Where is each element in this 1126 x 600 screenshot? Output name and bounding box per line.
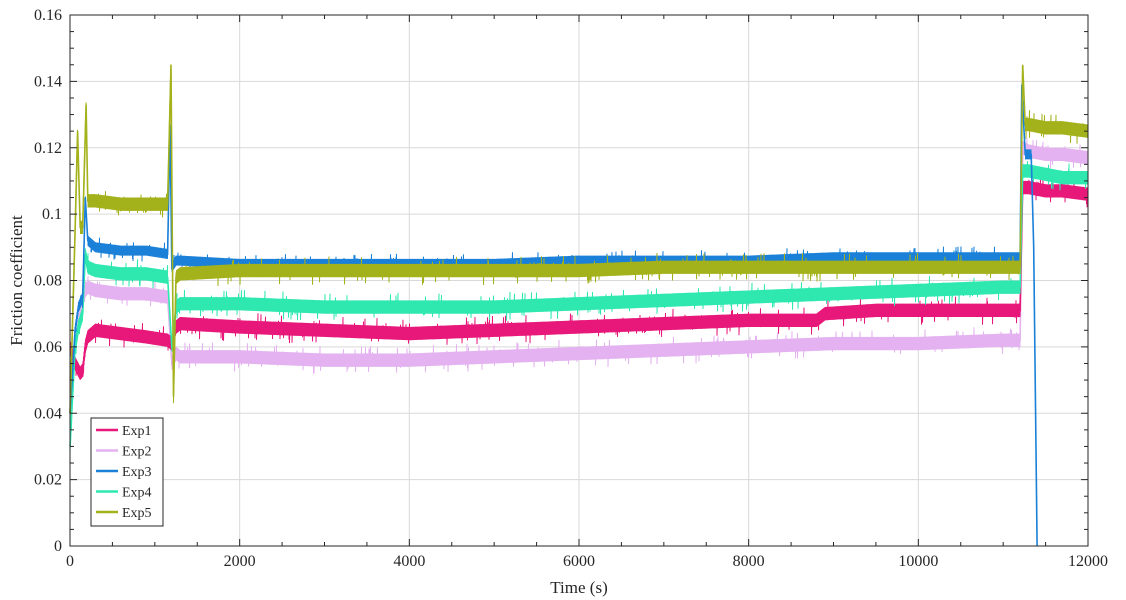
y-tick-label: 0.1: [42, 206, 62, 223]
x-tick-label: 6000: [563, 553, 595, 570]
legend-label-Exp5: Exp5: [122, 506, 152, 521]
grid-lines: [70, 15, 1088, 546]
legend: Exp1 Exp2 Exp3 Exp4 Exp5: [90, 417, 164, 527]
series-Exp1: [69, 175, 1089, 380]
x-tick-label: 12000: [1068, 553, 1108, 570]
y-tick-label: 0.14: [34, 73, 62, 90]
y-tick-label: 0.12: [34, 140, 62, 157]
x-tick-label: 0: [66, 553, 74, 570]
y-tick-label: 0.16: [34, 7, 62, 24]
x-tick-label: 10000: [898, 553, 938, 570]
tick-labels: 0 2000 4000 6000 8000 10000 12000 0 0.02 0.04 0.06…: [34, 7, 1108, 570]
y-axis-label: Friction coefficient: [7, 215, 26, 346]
legend-label-Exp4: Exp4: [122, 486, 152, 501]
axis-ticks: [69, 14, 1089, 547]
y-tick-label: 0: [54, 538, 62, 555]
legend-label-Exp3: Exp3: [122, 465, 152, 480]
series-trend-Exp5: [69, 64, 1089, 414]
y-tick-label: 0.06: [34, 339, 62, 356]
x-tick-label: 8000: [733, 553, 765, 570]
x-axis-label: Time (s): [550, 578, 607, 597]
y-tick-label: 0.08: [34, 273, 62, 290]
x-tick-label: 4000: [393, 553, 425, 570]
series-trend-Exp1: [69, 186, 1089, 375]
series-layer: [69, 64, 1089, 547]
legend-label-Exp1: Exp1: [122, 424, 152, 439]
legend-label-Exp2: Exp2: [122, 445, 152, 460]
y-tick-label: 0.02: [34, 472, 62, 489]
series-Exp5: [69, 64, 1089, 420]
x-tick-label: 2000: [224, 553, 256, 570]
y-tick-label: 0.04: [34, 405, 62, 422]
